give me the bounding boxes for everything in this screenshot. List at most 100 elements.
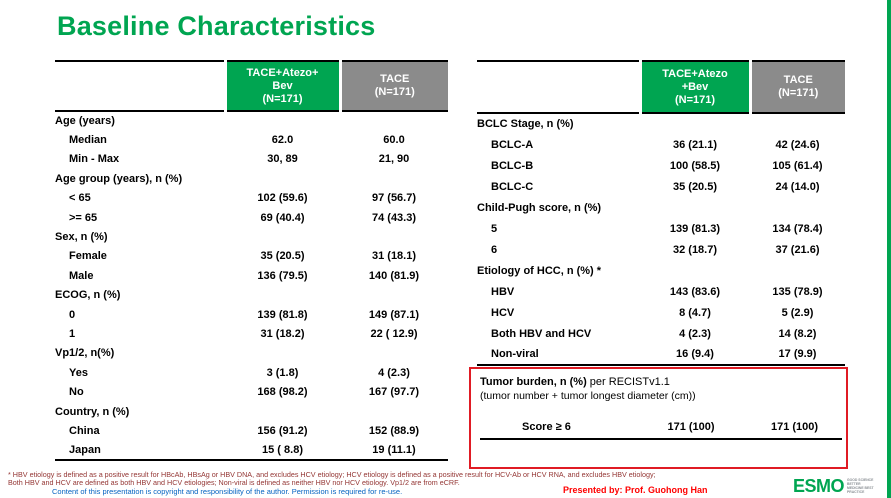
value-cell: 22 ( 12.9) <box>370 327 418 340</box>
category-row: Etiology of HCC, n (%) * <box>477 260 845 281</box>
header-row: TACE+Atezo+ Bev (N=171) TACE (N=171) <box>55 61 448 112</box>
data-row: No 168 (98.2) 167 (97.7) <box>55 382 448 401</box>
row-label: Both HBV and HCV <box>491 327 592 340</box>
header-row: TACE+Atezo +Bev (N=171) TACE (N=171) <box>477 61 845 114</box>
value-cell: 100 (58.5) <box>669 159 721 172</box>
data-row: Yes 3 (1.8) 4 (2.3) <box>55 363 448 382</box>
right-table-container: TACE+Atezo +Bev (N=171) TACE (N=171) BCL… <box>477 60 845 366</box>
value-cell: 139 (81.3) <box>669 222 721 235</box>
row-label: Etiology of HCC, n (%) * <box>477 264 602 277</box>
value-cell <box>225 344 340 363</box>
category-row: Country, n (%) <box>55 402 448 421</box>
data-row: 1 31 (18.2) 22 ( 12.9) <box>55 324 448 343</box>
value-cell <box>225 286 340 305</box>
value-cell: 42 (24.6) <box>775 138 820 151</box>
data-row: >= 65 69 (40.4) 74 (43.3) <box>55 208 448 227</box>
value-cell: 134 (78.4) <box>772 222 823 235</box>
value-cell <box>640 113 750 134</box>
empty-header-cell <box>477 61 640 114</box>
tumor-burden-title-rest: per RECISTv1.1 <box>586 376 670 388</box>
value-cell: 37 (21.6) <box>775 243 820 256</box>
category-row: ECOG, n (%) <box>55 286 448 305</box>
tumor-burden-subtitle: (tumor number + tumor longest diameter (… <box>480 390 696 402</box>
value-cell: 74 (43.3) <box>371 211 417 224</box>
value-cell <box>340 227 448 246</box>
data-row: Female 35 (20.5) 31 (18.1) <box>55 247 448 266</box>
value-cell: 149 (87.1) <box>368 308 420 321</box>
data-row: China 156 (91.2) 152 (88.9) <box>55 421 448 440</box>
data-row: Japan 15 ( 8.8) 19 (11.1) <box>55 441 448 460</box>
footnote-line-2: Both HBV and HCV are defined as both HBV… <box>8 478 460 487</box>
value-cell: 5 (2.9) <box>781 306 814 319</box>
value-cell: 35 (20.5) <box>260 250 305 263</box>
tumor-burden-title: Tumor burden, n (%) per RECISTv1.1 <box>480 376 846 388</box>
value-cell <box>340 169 448 188</box>
row-label: Child-Pugh score, n (%) <box>477 201 602 214</box>
footnote-line-1: * HBV etiology is defined as a positive … <box>8 470 656 479</box>
esmo-logo-tagline: Good science Better medicine Best practi… <box>847 477 874 495</box>
baseline-table-right: TACE+Atezo +Bev (N=171) TACE (N=171) BCL… <box>477 60 845 366</box>
col-header-tace: TACE (N=171) <box>748 61 845 114</box>
row-label: Male <box>69 269 94 282</box>
col-header-tace-atezo-bev: TACE+Atezo +Bev (N=171) <box>638 61 750 114</box>
value-cell: 3 (1.8) <box>266 366 299 379</box>
data-row: Male 136 (79.5) 140 (81.9) <box>55 266 448 285</box>
data-row: Score ≥ 6 171 (100) 171 (100) <box>480 415 842 439</box>
row-label: Yes <box>69 366 88 379</box>
value-cell: 62.0 <box>271 134 294 147</box>
value-cell: 139 (81.8) <box>257 308 308 321</box>
value-cell: 15 ( 8.8) <box>262 443 303 456</box>
value-cell: 69 (40.4) <box>260 211 305 224</box>
value-cell <box>340 402 448 421</box>
baseline-table-left: TACE+Atezo+ Bev (N=171) TACE (N=171) Age… <box>55 60 448 462</box>
value-cell <box>225 227 340 246</box>
copyright-notice: Content of this presentation is copyrigh… <box>52 487 403 496</box>
value-cell <box>225 402 340 421</box>
row-label: Japan <box>69 443 101 456</box>
value-cell: 19 (11.1) <box>372 443 416 456</box>
value-cell: 31 (18.1) <box>371 250 417 263</box>
row-label: Non-viral <box>491 348 539 360</box>
value-cell: 4 (2.3) <box>378 366 410 379</box>
row-label: HCV <box>491 306 515 319</box>
value-cell: 167 (97.7) <box>368 386 420 399</box>
row-label: Sex, n (%) <box>55 231 108 244</box>
category-row: Child-Pugh score, n (%) <box>477 197 845 218</box>
value-cell <box>750 197 845 218</box>
value-cell: 171 (100) <box>667 420 715 433</box>
value-cell: 8 (4.7) <box>679 306 711 319</box>
data-row: BCLC-A 36 (21.1) 42 (24.6) <box>477 134 845 155</box>
slide-title: Baseline Characteristics <box>57 11 376 41</box>
value-cell <box>640 260 750 281</box>
data-row: Median 62.0 60.0 <box>55 130 448 149</box>
row-label: >= 65 <box>69 211 98 224</box>
data-row: HBV 143 (83.6) 135 (78.9) <box>477 281 845 302</box>
category-row: BCLC Stage, n (%) <box>477 113 845 134</box>
value-cell: 136 (79.5) <box>257 269 308 282</box>
data-row: BCLC-C 35 (20.5) 24 (14.0) <box>477 176 845 197</box>
data-row: < 65 102 (59.6) 97 (56.7) <box>55 189 448 208</box>
footnote: * HBV etiology is defined as a positive … <box>8 471 880 487</box>
value-cell: 105 (61.4) <box>772 159 823 172</box>
value-cell: 140 (81.9) <box>368 269 420 282</box>
data-row: 0 139 (81.8) 149 (87.1) <box>55 305 448 324</box>
category-row: Vp1/2, n(%) <box>55 344 448 363</box>
tumor-burden-table: Score ≥ 6 171 (100) 171 (100) <box>480 415 842 440</box>
data-row: Both HBV and HCV 4 (2.3) 14 (8.2) <box>477 323 845 344</box>
value-cell: 35 (20.5) <box>672 180 718 193</box>
value-cell: 30, 89 <box>267 153 298 166</box>
esmo-logo: ESMO Good science Better medicine Best p… <box>790 476 877 496</box>
row-label: < 65 <box>69 192 91 205</box>
row-label: 0 <box>69 308 76 321</box>
value-cell: 4 (2.3) <box>679 327 711 340</box>
value-cell: 102 (59.6) <box>257 192 308 205</box>
row-label: BCLC Stage, n (%) <box>477 118 574 130</box>
row-label: BCLC-A <box>491 138 534 151</box>
value-cell: 17 (9.9) <box>778 348 817 360</box>
row-label: Vp1/2, n(%) <box>55 347 115 360</box>
value-cell <box>225 111 340 130</box>
value-cell: 16 (9.4) <box>676 348 714 360</box>
left-table-container: TACE+Atezo+ Bev (N=171) TACE (N=171) Age… <box>55 60 448 462</box>
category-row: Age group (years), n (%) <box>55 169 448 188</box>
data-row: 5 139 (81.3) 134 (78.4) <box>477 218 845 239</box>
